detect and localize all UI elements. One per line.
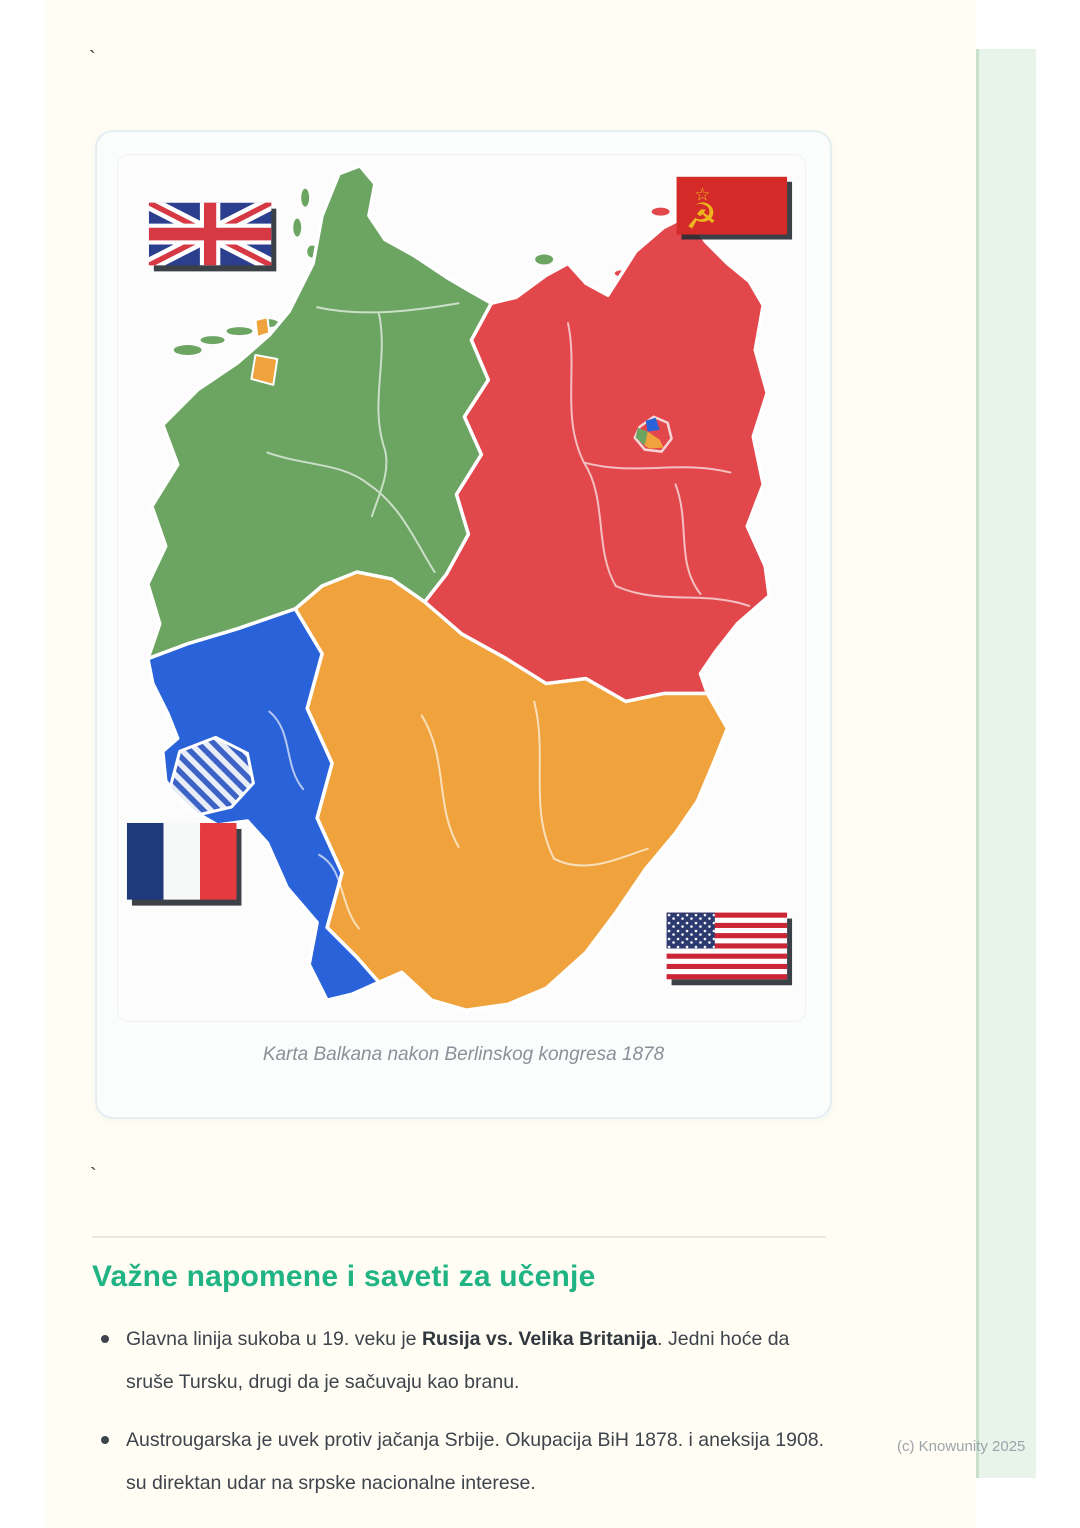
bullet-text-post: . Jedni hoće da sruše Tursku, drugi da j… <box>126 1328 790 1393</box>
bullet-text: Austrougarska je uvek protiv jačanja Srb… <box>126 1429 825 1494</box>
bullet-text-bold: Rusija vs. Velika Britanija <box>421 1328 658 1350</box>
list-item: Austrougarska je uvek protiv jačanja Srb… <box>92 1419 836 1505</box>
stray-backtick: ` <box>89 48 96 70</box>
scroll-rail <box>976 49 1036 1478</box>
copyright-watermark: (c) Knowunity 2025 <box>897 1438 1026 1455</box>
map-image: ☆ ☭ <box>118 155 805 1021</box>
list-item: Glavna linija sukoba u 19. veku je Rusij… <box>92 1318 836 1404</box>
usa-flag-icon <box>666 912 793 986</box>
svg-text:☭: ☭ <box>685 197 717 238</box>
notes-section: Važne napomene i saveti za učenje Glavna… <box>92 1260 836 1520</box>
bremen-enclaves <box>250 316 279 386</box>
state-borders <box>266 302 751 930</box>
ussr-flag-icon: ☆ ☭ <box>676 176 793 240</box>
figure-caption: Karta Balkana nakon Berlinskog kongresa … <box>262 1044 665 1065</box>
france-flag-icon <box>126 822 242 906</box>
bullet-text-pre: Glavna linija sukoba u 19. veku je <box>126 1328 422 1350</box>
zone-french <box>146 607 381 1002</box>
section-heading: Važne napomene i saveti za učenje <box>92 1260 596 1293</box>
berlin-sectors <box>633 415 673 453</box>
germany-occupation-map: ☆ ☭ <box>118 155 805 1021</box>
stray-backtick: ` <box>90 1165 97 1187</box>
zone-soviet <box>422 213 771 704</box>
bullet-dot <box>101 1436 109 1444</box>
bullet-dot <box>101 1335 109 1343</box>
svg-text:☆: ☆ <box>694 185 710 206</box>
bullet-list: Glavna linija sukoba u 19. veku je Rusij… <box>92 1318 836 1505</box>
uk-flag-icon <box>148 202 277 272</box>
section-divider <box>92 1236 826 1238</box>
saarland-hatched-area <box>168 735 255 817</box>
figure-card: ☆ ☭ <box>95 130 832 1119</box>
